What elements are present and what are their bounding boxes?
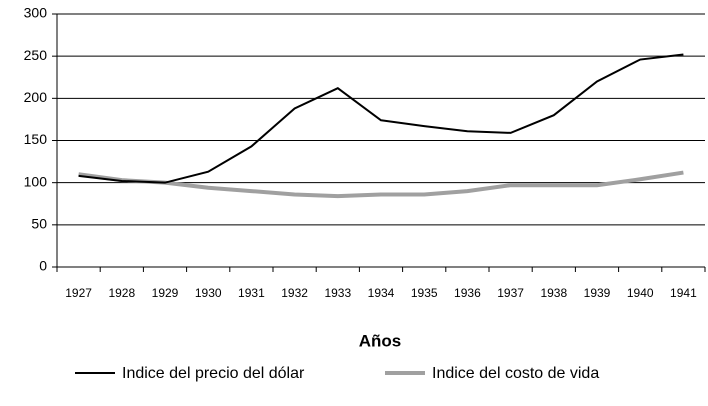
x-tick-label: 1938 <box>540 286 567 300</box>
y-tick-label: 250 <box>24 47 48 63</box>
x-tick-label: 1935 <box>411 286 438 300</box>
y-tick-label: 200 <box>24 89 48 105</box>
x-tick-label: 1936 <box>454 286 481 300</box>
x-tick-label: 1940 <box>627 286 654 300</box>
data-line <box>78 53 684 184</box>
x-tick-label: 1937 <box>497 286 524 300</box>
y-tick-label: 100 <box>24 173 48 189</box>
y-tick-label: 0 <box>39 258 47 274</box>
y-tick-label: 50 <box>31 216 47 232</box>
x-tick-label: 1931 <box>238 286 265 300</box>
x-tick-label: 1933 <box>324 286 351 300</box>
x-tick-label: 1932 <box>281 286 308 300</box>
legend-label: Indice del precio del dólar <box>122 365 305 382</box>
y-tick-label: 300 <box>24 5 48 21</box>
x-tick-label: 1929 <box>152 286 179 300</box>
x-tick-label: 1927 <box>65 286 92 300</box>
x-tick-label: 1941 <box>670 286 697 300</box>
x-tick-label: 1934 <box>368 286 395 300</box>
data-line <box>78 170 684 199</box>
x-tick-label: 1928 <box>108 286 135 300</box>
y-tick-label: 150 <box>24 131 48 147</box>
x-axis-title: Años <box>359 331 402 350</box>
legend-label: Indice del costo de vida <box>432 365 599 382</box>
x-tick-label: 1930 <box>195 286 222 300</box>
x-tick-label: 1939 <box>584 286 611 300</box>
